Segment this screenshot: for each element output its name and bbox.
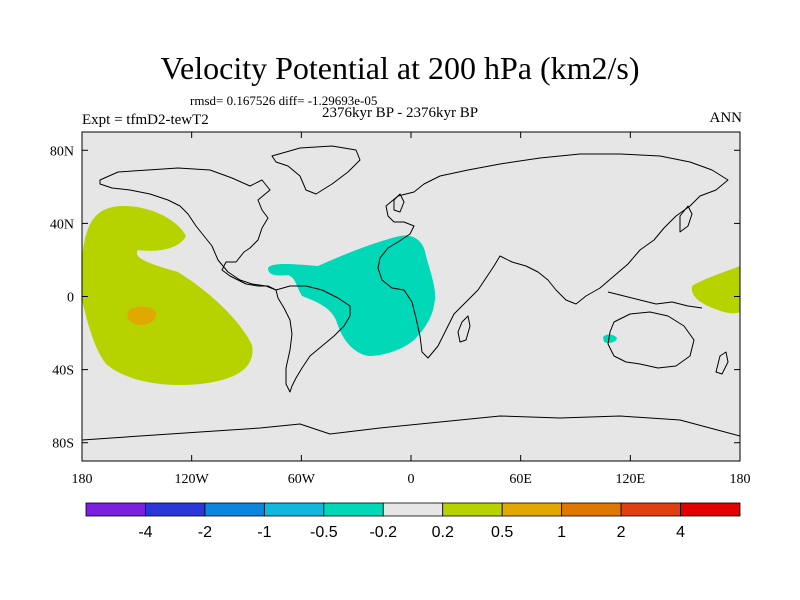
x-tick-label: 120W bbox=[175, 472, 210, 487]
colorbar-swatch bbox=[85, 502, 146, 517]
colorbar-swatch bbox=[145, 502, 206, 517]
colorbar-swatch bbox=[501, 502, 563, 517]
y-tick-label: 40N bbox=[50, 217, 74, 232]
colorbar-swatch bbox=[680, 502, 741, 517]
british-isles-coastline bbox=[393, 193, 405, 213]
colorbar-label: 0.2 bbox=[432, 524, 454, 541]
x-tick-label: 180 bbox=[72, 472, 93, 487]
axis-ticks: 180 120W 60W 0 60E 120E 180 80N 40N 0 40S 80S bbox=[50, 132, 751, 487]
y-tick-label: 80S bbox=[52, 437, 74, 452]
colorbar-label: 0.5 bbox=[491, 524, 513, 541]
colorbar-swatch bbox=[382, 502, 444, 517]
greenland-coastline bbox=[271, 145, 361, 195]
chart-title: Velocity Potential at 200 hPa (km2/s) bbox=[160, 50, 640, 86]
colorbar-swatch bbox=[263, 502, 325, 517]
x-tick-label: 60W bbox=[288, 472, 316, 487]
x-tick-label: 180 bbox=[730, 472, 751, 487]
region-east-pacific-core bbox=[127, 306, 157, 326]
colorbar-label: 4 bbox=[676, 524, 685, 541]
madagascar-coastline bbox=[457, 315, 471, 343]
north-america-coastline bbox=[99, 167, 277, 291]
period-line: 2376kyr BP - 2376kyr BP bbox=[321, 105, 479, 121]
stats-line: rmsd= 0.167526 diff= -1.29693e-05 bbox=[190, 93, 378, 108]
indonesia-coastline bbox=[607, 291, 703, 309]
eurasia-africa-coastline bbox=[377, 153, 729, 359]
colorbar-label: 1 bbox=[557, 524, 566, 541]
new-zealand-coastline bbox=[715, 351, 729, 375]
x-tick-label: 120E bbox=[616, 472, 646, 487]
colorbar-label: 2 bbox=[617, 524, 626, 541]
region-indian-ocean-spot bbox=[603, 334, 617, 343]
colorbar-swatch bbox=[204, 502, 265, 517]
colorbar-label: -1 bbox=[257, 524, 271, 541]
y-tick-label: 80N bbox=[50, 144, 74, 159]
colorbar-swatch bbox=[561, 502, 622, 517]
colorbar-label: -4 bbox=[138, 524, 152, 541]
y-tick-label: 40S bbox=[52, 364, 74, 379]
south-america-coastline bbox=[275, 285, 351, 393]
x-tick-label: 60E bbox=[509, 472, 532, 487]
colorbar-label: -2 bbox=[198, 524, 212, 541]
colorbar-label: -0.2 bbox=[369, 524, 397, 541]
season-label: ANN bbox=[709, 110, 743, 126]
y-tick-label: 0 bbox=[67, 291, 74, 306]
australia-coastline bbox=[607, 311, 695, 369]
japan-coastline bbox=[679, 205, 693, 233]
colorbar-label: -0.5 bbox=[310, 524, 338, 541]
colorbar-swatch bbox=[323, 502, 384, 517]
colorbar-swatch bbox=[442, 502, 503, 517]
experiment-label: Expt = tfmD2-tewT2 bbox=[82, 112, 209, 128]
region-atlantic-negative bbox=[268, 235, 436, 356]
x-tick-label: 0 bbox=[408, 472, 415, 487]
region-east-pacific-positive bbox=[82, 205, 253, 386]
antarctica-coastline bbox=[82, 415, 740, 441]
region-west-pacific-positive bbox=[691, 266, 740, 314]
colorbar-swatch bbox=[620, 502, 681, 517]
contour-fills bbox=[82, 205, 740, 386]
colorbar: -4 -2 -1 -0.5 -0.2 0.2 0.5 1 2 4 bbox=[85, 502, 741, 541]
coastlines bbox=[82, 145, 740, 441]
